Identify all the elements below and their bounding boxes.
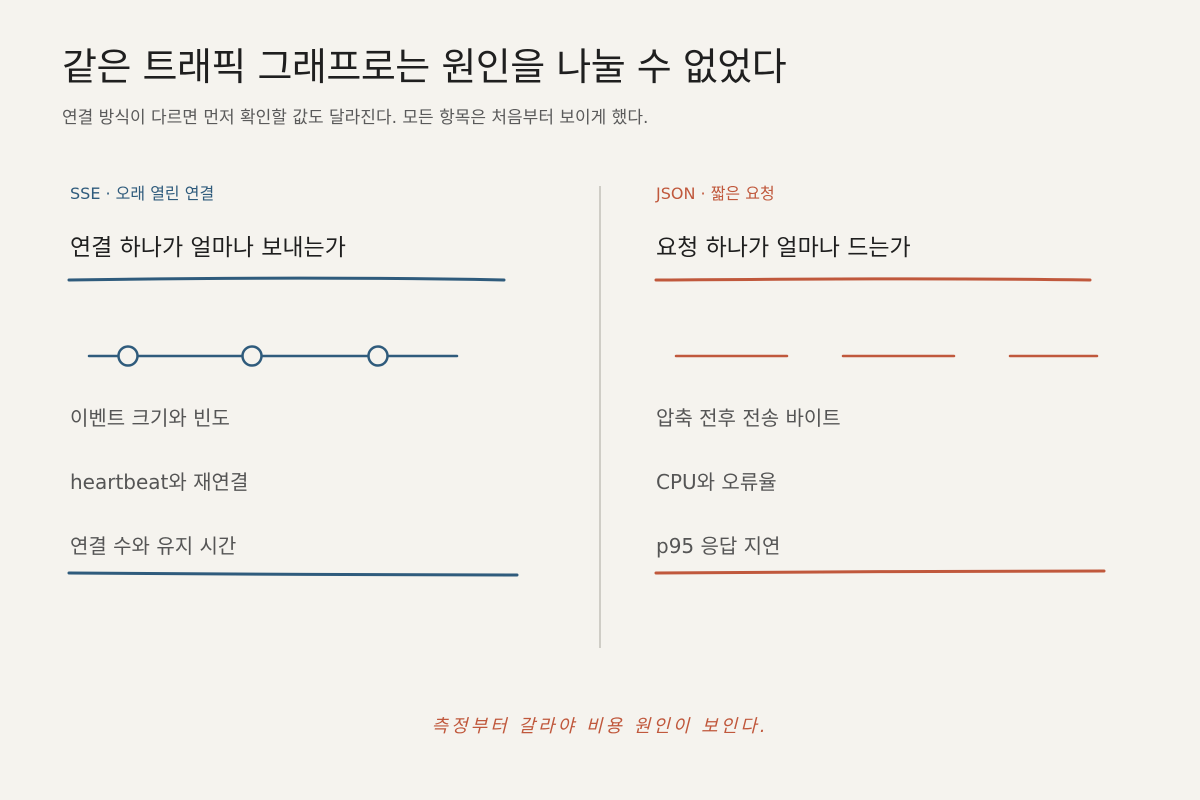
- sse-heading-underline: [67, 276, 506, 282]
- sse-stream-icon: [87, 345, 459, 367]
- json-heading-underline: [654, 277, 1092, 282]
- sse-item-event-size: 이벤트 크기와 빈도: [70, 406, 230, 430]
- sse-section-heading: 연결 하나가 얼마나 보내는가: [70, 235, 346, 261]
- json-section-tag: JSON · 짧은 요청: [656, 184, 775, 203]
- sse-section-tag: SSE · 오래 열린 연결: [70, 184, 215, 203]
- page-subtitle: 연결 방식이 다르면 먼저 확인할 값도 달라진다. 모든 항목은 처음부터 보…: [62, 108, 649, 128]
- sse-item-heartbeat: heartbeat와 재연결: [70, 470, 249, 494]
- json-section-heading: 요청 하나가 얼마나 드는가: [656, 235, 911, 261]
- json-item-transfer-bytes: 압축 전후 전송 바이트: [656, 406, 841, 430]
- json-bottom-underline: [654, 569, 1106, 575]
- column-divider: [599, 186, 601, 648]
- footer-note: 측정부터 갈라야 비용 원인이 보인다.: [431, 716, 769, 737]
- page-title: 같은 트래픽 그래프로는 원인을 나눌 수 없었다: [62, 45, 787, 89]
- json-item-p95-latency: p95 응답 지연: [656, 534, 781, 558]
- json-item-cpu-error-rate: CPU와 오류율: [656, 470, 777, 494]
- sse-item-connection-count: 연결 수와 유지 시간: [70, 534, 237, 558]
- sse-bottom-underline: [67, 571, 519, 577]
